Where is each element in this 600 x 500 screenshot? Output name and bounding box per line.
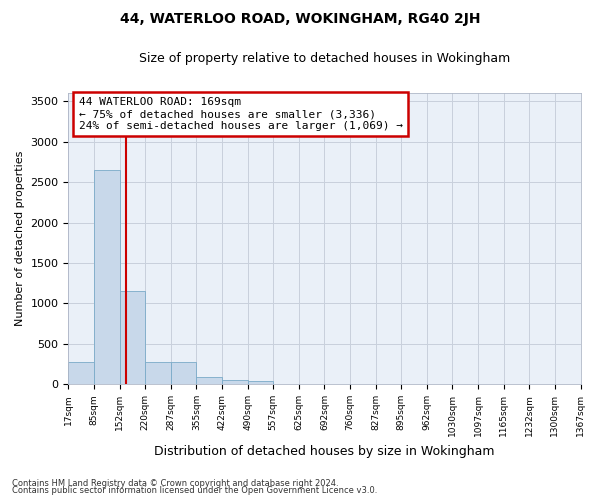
Text: Contains HM Land Registry data © Crown copyright and database right 2024.: Contains HM Land Registry data © Crown c… (12, 478, 338, 488)
Bar (68, 362, 94, 384)
X-axis label: Distribution of detached houses by size in Wokingham: Distribution of detached houses by size … (154, 444, 495, 458)
Bar (196, 376, 222, 384)
Y-axis label: Number of detached properties: Number of detached properties (15, 151, 25, 326)
Bar (171, 362, 196, 384)
Title: Size of property relative to detached houses in Wokingham: Size of property relative to detached ho… (139, 52, 510, 66)
Bar (119, 292, 145, 384)
Text: 44 WATERLOO ROAD: 169sqm
← 75% of detached houses are smaller (3,336)
24% of sem: 44 WATERLOO ROAD: 169sqm ← 75% of detach… (79, 98, 403, 130)
Bar (248, 381, 273, 384)
Text: 44, WATERLOO ROAD, WOKINGHAM, RG40 2JH: 44, WATERLOO ROAD, WOKINGHAM, RG40 2JH (120, 12, 480, 26)
Bar (94, 170, 119, 384)
Bar (145, 362, 171, 384)
Bar (222, 380, 248, 384)
Text: Contains public sector information licensed under the Open Government Licence v3: Contains public sector information licen… (12, 486, 377, 495)
